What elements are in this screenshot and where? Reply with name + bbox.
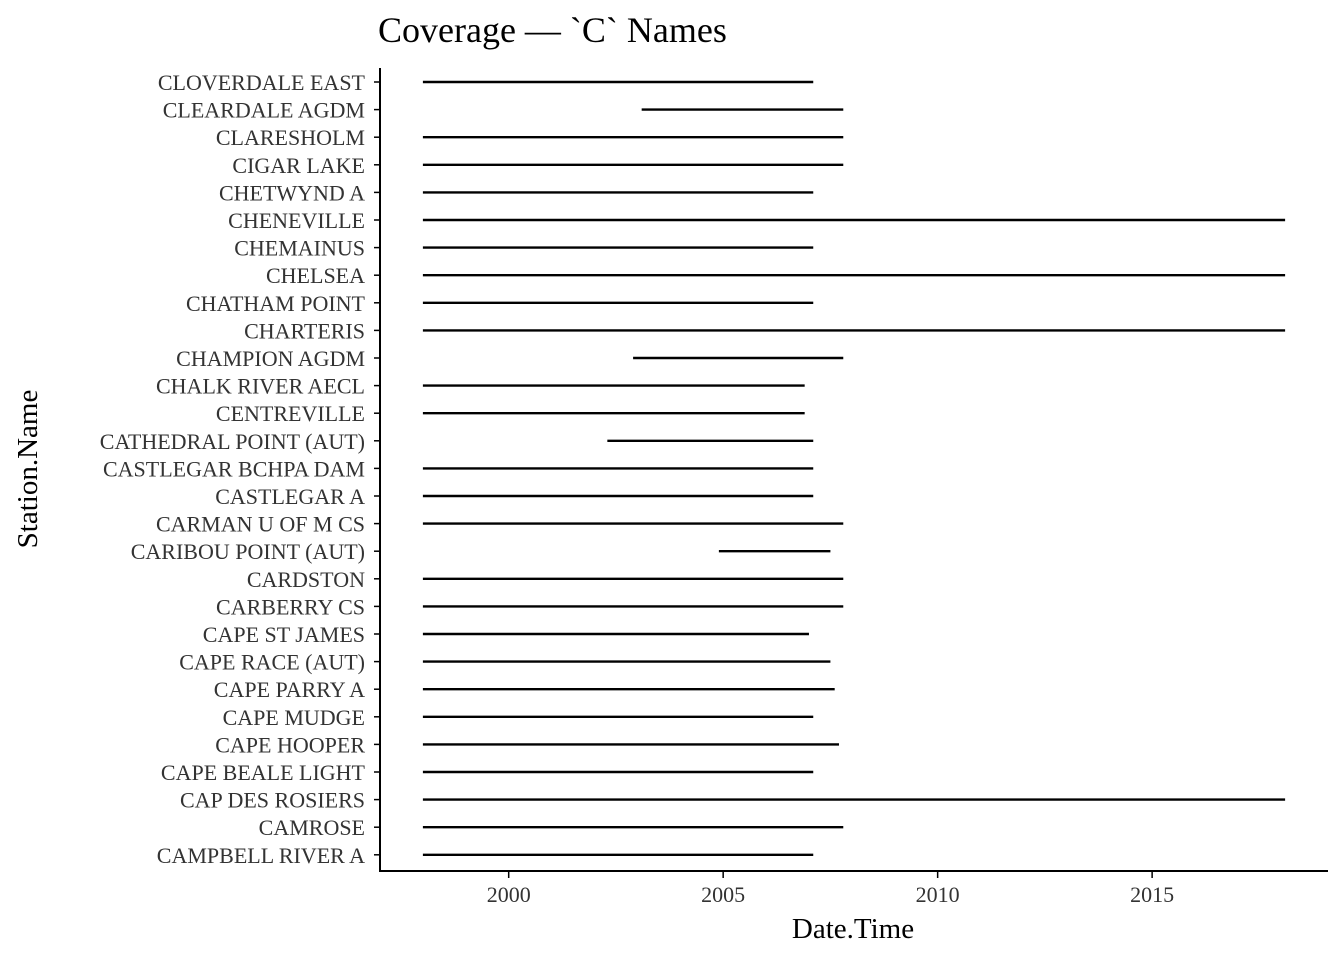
y-tick-label: CAPE PARRY A bbox=[214, 677, 365, 702]
y-tick-label: CAPE MUDGE bbox=[223, 705, 365, 730]
y-tick-label: CLARESHOLM bbox=[216, 125, 365, 150]
y-tick-label: CLOVERDALE EAST bbox=[158, 70, 366, 95]
x-axis-title: Date.Time bbox=[792, 913, 914, 945]
y-tick-label: CHEMAINUS bbox=[234, 236, 365, 261]
y-tick-label: CHATHAM POINT bbox=[186, 291, 366, 316]
y-tick-label: CHALK RIVER AECL bbox=[156, 374, 365, 399]
y-tick-label: CAPE RACE (AUT) bbox=[179, 650, 365, 675]
y-tick-label: CAMPBELL RIVER A bbox=[157, 843, 365, 868]
y-tick-label: CARBERRY CS bbox=[216, 594, 365, 619]
x-tick-label: 2005 bbox=[701, 882, 745, 907]
y-tick-label: CAMROSE bbox=[259, 815, 365, 840]
y-tick-label: CHENEVILLE bbox=[228, 208, 365, 233]
y-tick-label: CAPE ST JAMES bbox=[203, 622, 365, 647]
y-tick-label: CENTREVILLE bbox=[216, 401, 365, 426]
y-tick-label: CATHEDRAL POINT (AUT) bbox=[100, 429, 365, 454]
x-tick-label: 2015 bbox=[1130, 882, 1174, 907]
y-tick-label: CHELSEA bbox=[266, 263, 365, 288]
y-tick-label: CIGAR LAKE bbox=[232, 153, 365, 178]
y-tick-label: CHARTERIS bbox=[244, 318, 365, 343]
chart-title: Coverage — `C` Names bbox=[378, 10, 727, 50]
y-tick-label: CARMAN U OF M CS bbox=[156, 512, 365, 537]
segments-layer bbox=[422, 80, 1286, 856]
y-tick-label: CASTLEGAR A bbox=[215, 484, 365, 509]
y-tick-label: CAPE HOOPER bbox=[215, 732, 365, 757]
x-axis-ticks: 2000 2005 2010 2015 bbox=[487, 871, 1174, 907]
y-tick-label: CASTLEGAR BCHPA DAM bbox=[103, 456, 365, 481]
y-tick-label: CHAMPION AGDM bbox=[176, 346, 365, 371]
y-tick-label: CAPE BEALE LIGHT bbox=[161, 760, 366, 785]
y-axis-title: Station.Name bbox=[12, 390, 44, 549]
y-tick-label: CHETWYND A bbox=[219, 180, 365, 205]
y-tick-label: CAP DES ROSIERS bbox=[180, 788, 365, 813]
x-tick-label: 2000 bbox=[487, 882, 531, 907]
y-tick-label: CARDSTON bbox=[247, 567, 365, 592]
y-tick-label: CARIBOU POINT (AUT) bbox=[131, 539, 365, 564]
x-tick-label: 2010 bbox=[916, 882, 960, 907]
y-tick-label: CLEARDALE AGDM bbox=[163, 98, 365, 123]
